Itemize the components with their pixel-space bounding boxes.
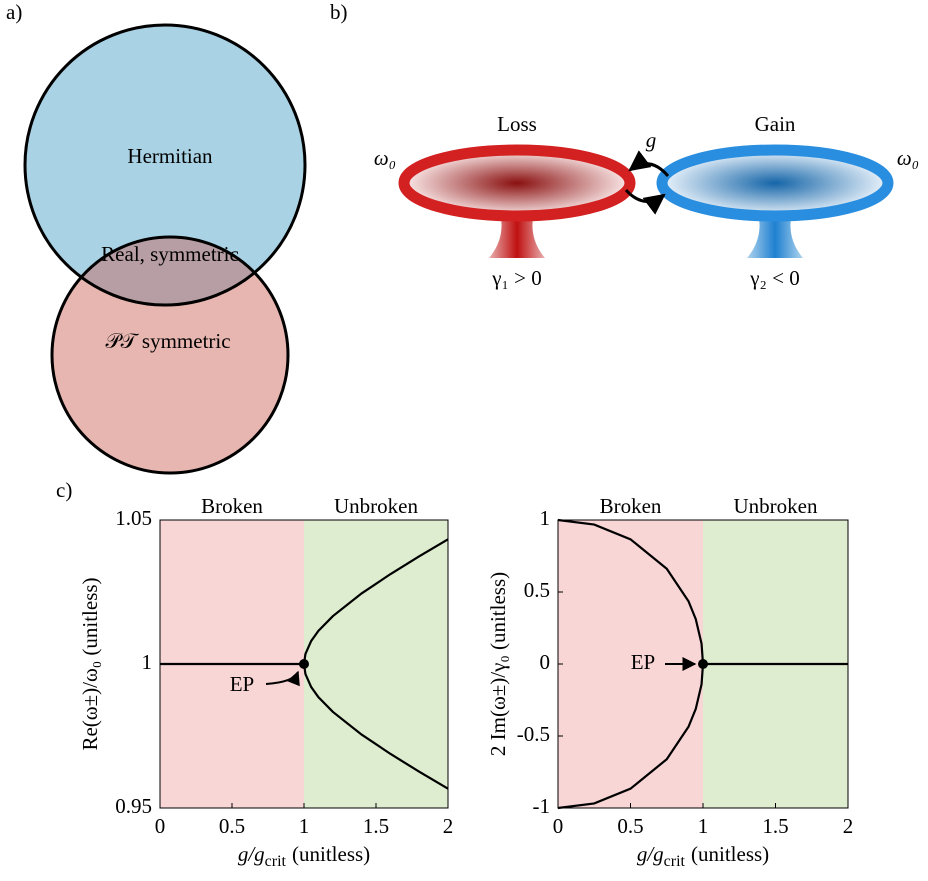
overlap-label: Real, symmetric xyxy=(101,242,239,266)
frequency-label: ω₀ xyxy=(897,146,919,170)
loss-resonator xyxy=(404,150,630,216)
x-axis-label-sub: crit xyxy=(265,853,287,870)
annotation-label: EP xyxy=(230,672,255,696)
region-label: Unbroken xyxy=(734,494,818,518)
region-label: Broken xyxy=(600,494,662,518)
x-tick-label: 0.5 xyxy=(617,814,643,838)
y-tick-label: 1 xyxy=(540,506,551,530)
resonator-title: Gain xyxy=(755,112,796,136)
annotation-label: EP xyxy=(631,650,656,674)
x-tick-label: 1.5 xyxy=(363,814,389,838)
x-tick-label: 2 xyxy=(443,814,454,838)
x-axis-label: g/gcrit (unitless) xyxy=(238,842,370,870)
set-label: Hermitian xyxy=(127,144,213,168)
region-label: Unbroken xyxy=(334,494,418,518)
y-tick-label: 1 xyxy=(142,650,153,674)
rate-label: γ₂ < 0 xyxy=(749,266,799,290)
exceptional-point xyxy=(299,659,309,669)
y-tick-label: 0.5 xyxy=(524,578,550,602)
set-label: 𝒫𝒯 symmetric xyxy=(105,329,230,353)
rate-label: γ₁ > 0 xyxy=(491,266,541,290)
y-tick-label: -1 xyxy=(533,794,551,818)
x-tick-label: 0 xyxy=(155,814,166,838)
y-tick-label: 1.05 xyxy=(115,506,152,530)
x-tick-label: 1 xyxy=(299,814,310,838)
exceptional-point xyxy=(698,659,708,669)
x-tick-label: 1.5 xyxy=(762,814,788,838)
x-axis-label-unit: (unitless) xyxy=(691,842,769,866)
panel-label: c) xyxy=(56,478,72,502)
region-label: Broken xyxy=(201,494,263,518)
x-tick-label: 1 xyxy=(698,814,709,838)
y-axis-label: Re(ω±)/ω₀ (unitless) xyxy=(78,577,102,750)
y-axis-label: 2 Im(ω±)/γ₀ (unitless) xyxy=(486,572,510,756)
resonator-title: Loss xyxy=(497,112,537,136)
gain-resonator xyxy=(662,150,888,216)
y-tick-label: 0.95 xyxy=(115,794,152,818)
resonators xyxy=(404,150,888,258)
x-axis-label-main: g/g xyxy=(238,842,265,866)
region xyxy=(304,520,448,808)
panel-label: b) xyxy=(330,0,348,24)
coupling-label: g xyxy=(646,128,657,152)
x-axis-label-unit: (unitless) xyxy=(292,842,370,866)
panel-label: a) xyxy=(6,0,22,24)
x-axis-label: g/gcrit (unitless) xyxy=(637,842,769,870)
x-tick-label: 2 xyxy=(843,814,854,838)
figure: a) Hermitian Real, symmetric 𝒫𝒯 symmetri… xyxy=(0,0,928,881)
frequency-label: ω₀ xyxy=(374,146,396,170)
x-axis-label-sub: crit xyxy=(664,853,686,870)
y-tick-label: 0 xyxy=(540,650,551,674)
x-axis-label-main: g/g xyxy=(637,842,664,866)
x-tick-label: 0 xyxy=(553,814,564,838)
y-tick-label: -0.5 xyxy=(517,722,550,746)
x-tick-label: 0.5 xyxy=(219,814,245,838)
